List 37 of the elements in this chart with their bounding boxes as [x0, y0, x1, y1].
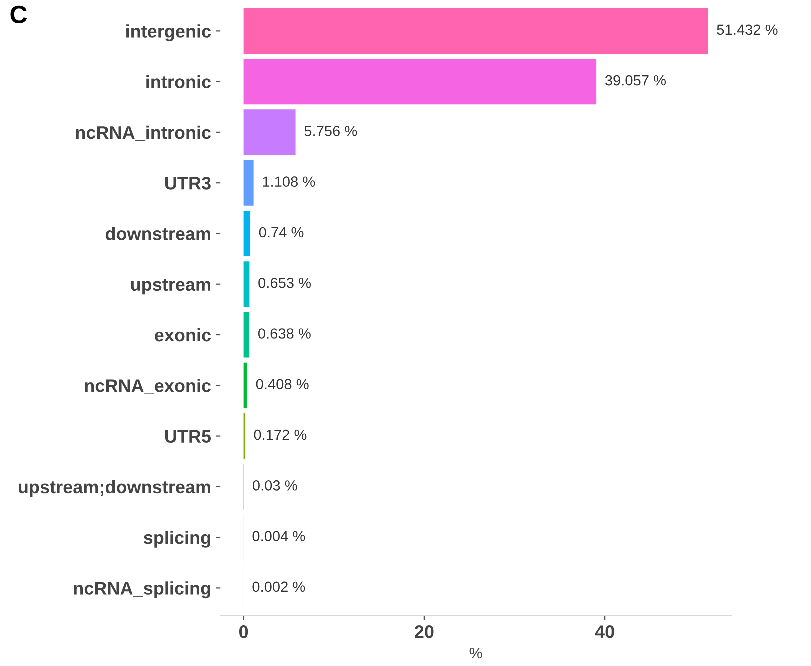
data-label: 0.172 %: [254, 430, 307, 440]
bar: [244, 262, 250, 308]
data-label: 0.74 %: [259, 227, 304, 238]
y-tick-label: ncRNA_splicing: [74, 582, 210, 599]
data-label: 5.756 %: [304, 126, 358, 136]
bar: [244, 362, 248, 408]
data-label: 1.108 %: [263, 176, 316, 188]
y-tick-label: upstream;downstream: [19, 480, 210, 498]
y-tick-label: intergenic: [126, 24, 212, 42]
data-label: 39.057 %: [605, 75, 666, 86]
bar: [244, 312, 250, 358]
x-tick-label: 0: [239, 626, 248, 638]
text: C: [10, 6, 28, 24]
y-tick-label: splicing: [144, 531, 210, 548]
y-tick-label: UTR3: [166, 177, 211, 190]
data-label: 0.03 %: [252, 480, 298, 491]
bar: [244, 160, 254, 206]
y-tick-label: upstream: [131, 279, 210, 295]
y-tick-label: UTR5: [166, 430, 212, 444]
data-label: 0.004 %: [252, 531, 306, 542]
bar: [244, 210, 250, 257]
data-label: 0.638 %: [258, 328, 311, 339]
y-tick-label: ncRNA_intronic: [76, 126, 212, 142]
x-tick-label: 40: [595, 626, 614, 638]
y-tick-label: downstream: [106, 227, 210, 240]
data-label: 0.408 %: [256, 379, 309, 390]
data-label: 51.432 %: [717, 24, 778, 36]
bar: [244, 110, 296, 156]
x-tick-label: 20: [415, 626, 434, 638]
y-tick-label: ncRNA_exonic: [85, 379, 212, 394]
y-tick-label: exonic: [155, 328, 212, 342]
y-tick-label: intronic: [146, 75, 212, 89]
bar: [244, 8, 708, 54]
data-label: 0.653 %: [258, 278, 312, 288]
data-label: 0.002 %: [252, 582, 306, 592]
x-axis-title: %: [470, 648, 482, 659]
bar: [244, 59, 597, 105]
